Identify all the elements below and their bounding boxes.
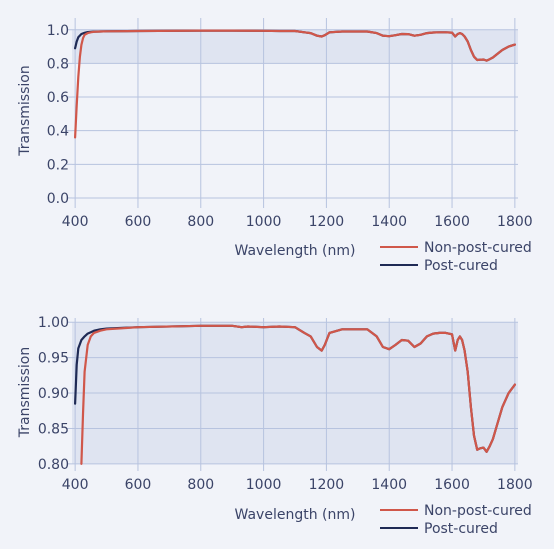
y-tick-label: 0.6 [47,90,69,106]
x-tick-label: 1400 [371,214,407,230]
shaded-band [72,29,518,64]
x-tick-label: 1000 [246,477,282,493]
legend-label: Post-cured [424,258,498,274]
x-tick-label: 1800 [497,477,533,493]
x-tick-label: 400 [62,477,89,493]
legend-label: Non-post-cured [424,240,532,256]
y-tick-label: 0.4 [47,124,69,140]
y-tick-label: 0.90 [38,386,69,402]
x-tick-label: 1200 [309,477,345,493]
x-tick-label: 600 [125,214,152,230]
series-line-non-post-cured [80,324,517,465]
x-tick-label: 800 [187,214,214,230]
x-tick-label: 1400 [371,477,407,493]
y-axis-label: Transmission [17,65,33,156]
x-tick-label: 600 [125,477,152,493]
chart-panel-1: 400 600 800 1000 1200 1400 1600 1800 0.0 0.2 0.4 0.… [17,18,533,274]
series-line-non-post-cured [73,29,517,139]
y-tick-label: 0.8 [47,56,69,72]
x-tick-label: 1600 [434,477,470,493]
x-tick-label: 1800 [497,214,533,230]
y-tick-label: 1.0 [47,23,69,39]
chart-panel-2: 400 600 800 1000 1200 1400 1600 1800 0.80 0.85 0.9… [17,315,533,537]
y-tick-label: 1.00 [38,315,69,331]
x-axis-label: Wavelength (nm) [235,507,356,523]
y-tick-label: 0.2 [47,157,69,173]
y-axis-label: Transmission [17,347,33,438]
x-tick-label: 800 [187,477,214,493]
legend: Non-post-cured Post-cured [380,240,532,274]
x-tick-label: 1600 [434,214,470,230]
legend-label: Non-post-cured [424,503,532,519]
y-tick-label: 0.95 [38,351,69,367]
x-tick-label: 1200 [309,214,345,230]
y-tick-label: 0.80 [38,457,69,473]
legend: Non-post-cured Post-cured [380,503,532,537]
y-tick-label: 0.85 [38,421,69,437]
x-tick-label: 1000 [246,214,282,230]
x-axis-label: Wavelength (nm) [235,243,356,259]
legend-label: Post-cured [424,521,498,537]
x-tick-label: 400 [62,214,89,230]
y-tick-label: 0.0 [47,191,69,207]
